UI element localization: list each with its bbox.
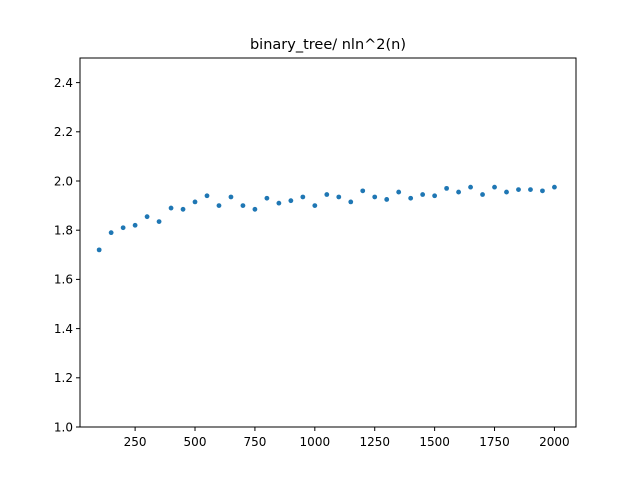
data-point — [228, 194, 234, 200]
y-axis: 1.0 1.2 1.4 1.6 1.8 2.0 2.2 2.4 — [54, 76, 80, 434]
data-point — [156, 219, 162, 224]
data-point — [516, 187, 521, 193]
x-tick-label: 1000 — [300, 435, 331, 449]
y-tick-label: 2.4 — [54, 76, 73, 90]
y-tick-label: 2.0 — [54, 174, 73, 188]
y-tick-label: 1.2 — [54, 371, 73, 385]
data-point — [504, 189, 509, 195]
data-point — [312, 203, 318, 209]
data-point — [324, 192, 330, 197]
data-point — [240, 203, 246, 209]
y-tick-label: 2.2 — [54, 125, 73, 139]
data-point — [348, 199, 354, 205]
plot-frame — [79, 57, 577, 428]
data-point — [252, 206, 258, 212]
data-point — [168, 205, 174, 211]
data-point — [444, 185, 450, 191]
data-point — [372, 194, 378, 200]
data-point — [420, 192, 426, 197]
data-point — [468, 184, 473, 190]
data-point — [384, 197, 390, 202]
x-tick-label: 1750 — [479, 435, 510, 449]
x-tick-label: 2000 — [539, 435, 570, 449]
data-point — [264, 195, 270, 201]
x-axis: 250 500 750 1000 1250 1500 1750 2000 — [124, 427, 570, 449]
data-point — [480, 192, 485, 197]
x-tick-label: 750 — [243, 435, 266, 449]
data-point — [552, 184, 557, 190]
data-point — [288, 198, 294, 204]
data-point — [144, 214, 150, 220]
x-tick-label: 250 — [124, 435, 147, 449]
y-tick-label: 1.8 — [54, 224, 73, 238]
data-point — [204, 193, 210, 199]
data-point — [132, 222, 138, 228]
data-point — [300, 194, 306, 200]
data-point — [180, 206, 186, 212]
x-tick-label: 1500 — [419, 435, 450, 449]
data-point — [108, 230, 114, 236]
data-point — [120, 225, 126, 231]
data-point — [408, 195, 414, 201]
data-point — [540, 188, 545, 194]
data-point — [360, 188, 366, 194]
data-point — [396, 189, 402, 195]
chart-title: binary_tree/ nln^2(n) — [250, 37, 406, 53]
data-point — [192, 199, 198, 205]
data-point — [456, 189, 461, 195]
data-point — [528, 187, 533, 193]
y-tick-label: 1.0 — [54, 420, 73, 434]
data-point — [96, 247, 102, 253]
y-tick-label: 1.6 — [54, 273, 73, 287]
data-point — [276, 200, 282, 206]
y-tick-label: 1.4 — [54, 322, 73, 336]
data-point — [432, 193, 438, 199]
plot-points — [96, 184, 557, 253]
x-tick-label: 1250 — [359, 435, 390, 449]
data-point — [216, 203, 222, 209]
data-point — [492, 184, 497, 190]
data-point — [336, 194, 342, 200]
x-tick-label: 500 — [184, 435, 207, 449]
